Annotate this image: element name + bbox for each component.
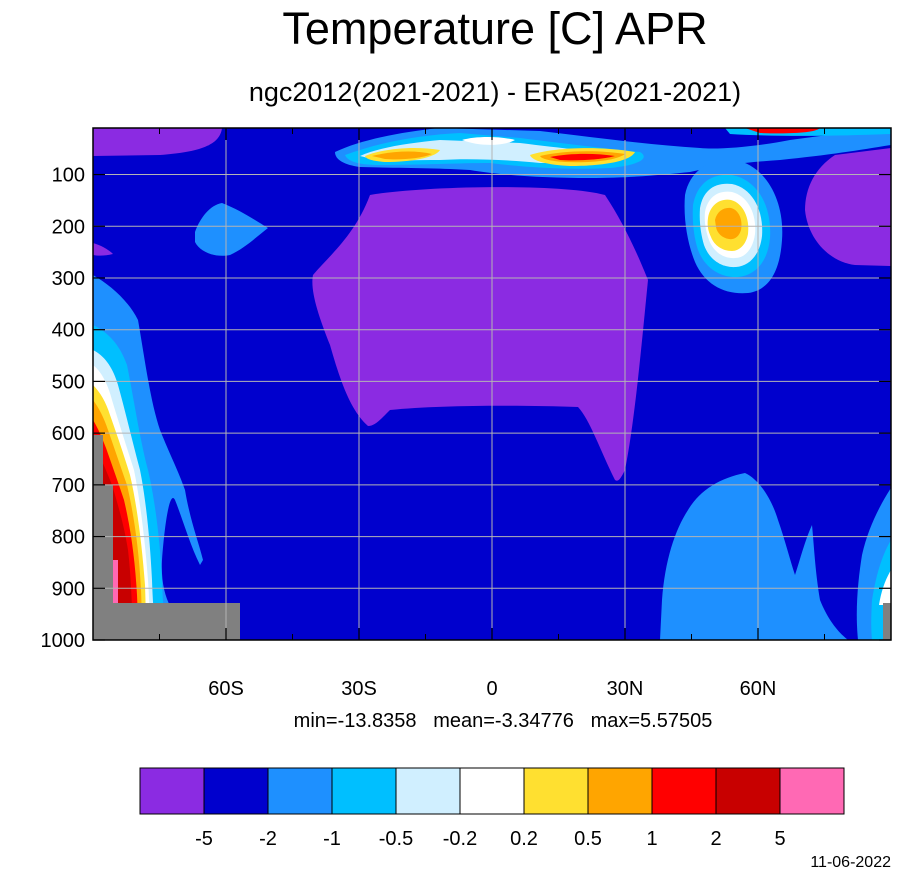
colorbar-box: [715, 767, 781, 815]
colorbar-label: 0.5: [574, 828, 602, 850]
y-tick-label: 400: [52, 320, 85, 342]
colorbar-box: [267, 767, 333, 815]
colorbar-label: 5: [774, 828, 785, 850]
stat-max: max=5.57505: [590, 710, 713, 732]
y-tick-label: 100: [52, 165, 85, 187]
colorbar-box: [779, 767, 845, 815]
chart-title: Temperature [C] APR: [282, 3, 708, 54]
contour-region-upper-white: [462, 137, 515, 145]
y-tick-label: 900: [52, 578, 85, 600]
stat-min: min=-13.8358: [293, 710, 417, 732]
colorbar-label: -2: [259, 828, 277, 850]
colorbar-box: [203, 767, 269, 815]
date-stamp: 11-06-2022: [810, 854, 891, 871]
contour-region-upper-red-right: [550, 153, 615, 161]
colorbar-label: -0.5: [379, 828, 413, 850]
contour-region-left-small: [93, 243, 113, 256]
colorbar-label: -5: [195, 828, 213, 850]
x-tick-label: 60S: [208, 678, 244, 700]
x-tick-label: 0: [486, 678, 497, 700]
contour-region-tropics-purple: [312, 187, 648, 481]
colorbar-box: [587, 767, 653, 815]
y-tick-label: 1000: [41, 630, 86, 652]
contour-region-nh-blob-orange: [715, 207, 742, 240]
colorbar-box: [331, 767, 397, 815]
x-tick-label: 30N: [607, 678, 644, 700]
y-tick-label: 600: [52, 423, 85, 445]
x-tick-labels: 60S 30S 0 30N 60N: [208, 678, 776, 700]
y-tick-label: 200: [52, 216, 85, 238]
colorbar-label: 1: [646, 828, 657, 850]
colorbar-box: [139, 767, 205, 815]
stat-mean: mean=-3.34776: [433, 710, 574, 732]
colorbar-box: [523, 767, 589, 815]
y-tick-label: 700: [52, 475, 85, 497]
contour-region-upper-left: [93, 128, 222, 156]
colorbar-label: 0.2: [510, 828, 538, 850]
grid-lines: [93, 128, 891, 640]
y-tick-labels: 100 200 300 400 500 600 700 800 900 1000: [41, 165, 86, 652]
contour-region-right-edge-white: [879, 570, 891, 605]
plot-frame: [92, 127, 892, 641]
chart-subtitle: ngc2012(2021-2021) - ERA5(2021-2021): [248, 77, 742, 107]
colorbar-label: -0.2: [443, 828, 477, 850]
contour-region-missing-data-right: [883, 603, 891, 640]
y-tick-label: 500: [52, 371, 85, 393]
colorbar-box: [459, 767, 525, 815]
axis-ticks: [93, 128, 891, 641]
contour-region-top-right-red: [745, 128, 820, 134]
x-tick-label: 60N: [740, 678, 777, 700]
colorbar-label: -1: [323, 828, 341, 850]
colorbar-label: 2: [710, 828, 721, 850]
contour-region-missing-data: [93, 435, 240, 640]
contour-region-upper-orange-left: [372, 151, 432, 160]
colorbar-box: [651, 767, 717, 815]
colorbar: -5 -2 -1 -0.5 -0.2 0.2 0.5 1 2 5: [139, 767, 845, 850]
colorbar-box: [395, 767, 461, 815]
stats-line: min=-13.8358 mean=-3.34776 max=5.57505: [0, 708, 901, 734]
contour-region-sh-midlat-blue: [195, 203, 268, 256]
contour-region-right-purple: [805, 148, 891, 266]
y-tick-label: 300: [52, 268, 85, 290]
x-tick-label: 30S: [341, 678, 377, 700]
contour-region-nh-lower-blue: [660, 473, 848, 640]
y-tick-label: 800: [52, 527, 85, 549]
